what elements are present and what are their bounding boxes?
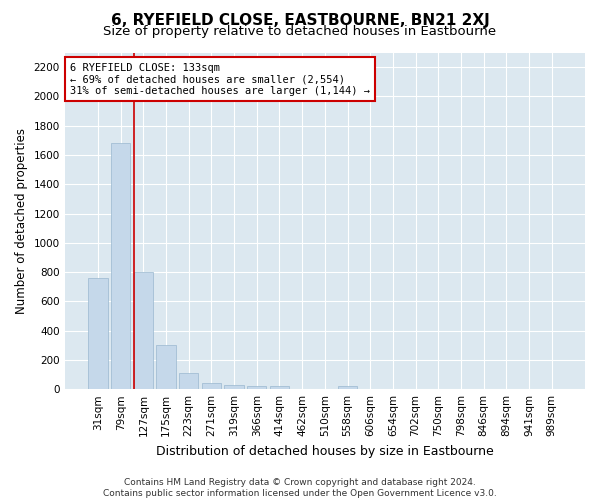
Bar <box>88 278 107 389</box>
Bar <box>224 385 244 389</box>
Text: Size of property relative to detached houses in Eastbourne: Size of property relative to detached ho… <box>103 25 497 38</box>
Bar <box>338 386 357 389</box>
Text: 6, RYEFIELD CLOSE, EASTBOURNE, BN21 2XJ: 6, RYEFIELD CLOSE, EASTBOURNE, BN21 2XJ <box>110 12 490 28</box>
Bar <box>111 144 130 389</box>
X-axis label: Distribution of detached houses by size in Eastbourne: Distribution of detached houses by size … <box>156 444 494 458</box>
Y-axis label: Number of detached properties: Number of detached properties <box>15 128 28 314</box>
Text: Contains HM Land Registry data © Crown copyright and database right 2024.
Contai: Contains HM Land Registry data © Crown c… <box>103 478 497 498</box>
Bar <box>157 346 176 389</box>
Bar <box>247 386 266 389</box>
Bar <box>270 386 289 389</box>
Bar <box>202 384 221 389</box>
Bar <box>134 272 153 389</box>
Text: 6 RYEFIELD CLOSE: 133sqm
← 69% of detached houses are smaller (2,554)
31% of sem: 6 RYEFIELD CLOSE: 133sqm ← 69% of detach… <box>70 62 370 96</box>
Bar <box>179 373 199 389</box>
